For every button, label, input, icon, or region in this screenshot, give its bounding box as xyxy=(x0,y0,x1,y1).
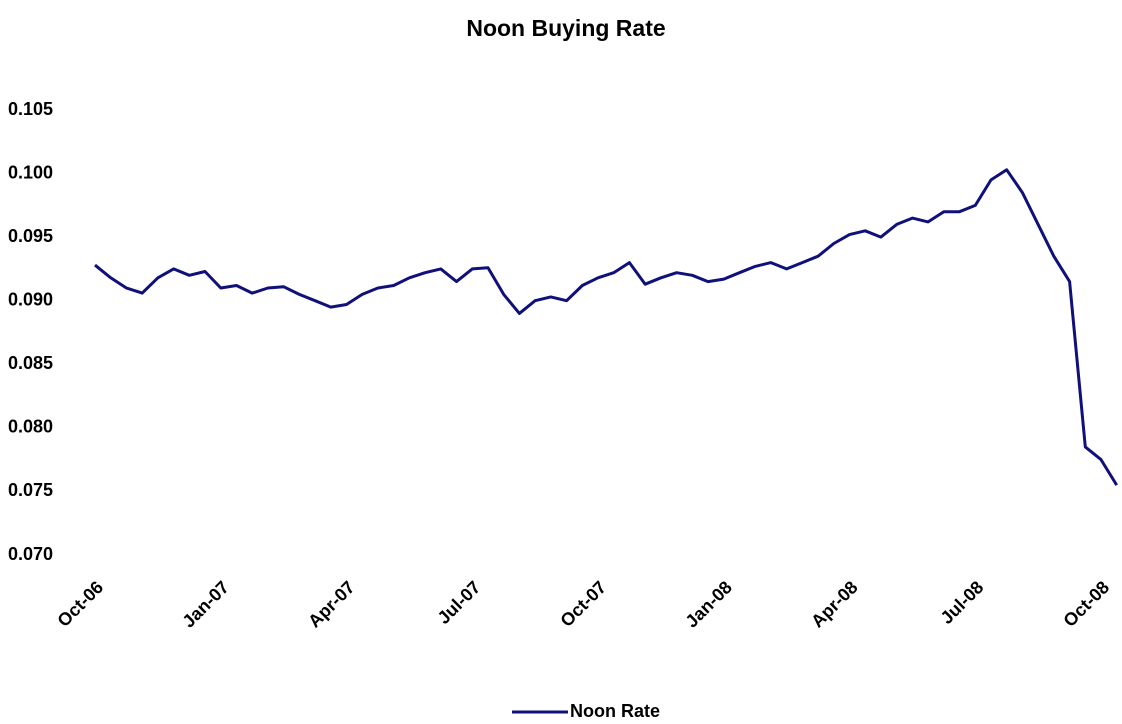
x-tick-label: Jan-07 xyxy=(178,577,232,631)
x-tick-label: Jan-08 xyxy=(681,577,735,631)
y-tick-label: 0.105 xyxy=(8,99,53,119)
x-tick-label: Jul-08 xyxy=(937,577,988,628)
chart-title: Noon Buying Rate xyxy=(466,15,665,41)
legend-label: Noon Rate xyxy=(570,701,660,721)
y-tick-label: 0.070 xyxy=(8,544,53,564)
y-tick-label: 0.080 xyxy=(8,417,53,437)
line-series xyxy=(94,168,1118,486)
x-tick-label: Oct-06 xyxy=(53,577,107,631)
x-tick-label: Oct-07 xyxy=(556,577,610,631)
x-tick-label: Apr-08 xyxy=(807,577,861,631)
x-tick-label: Oct-08 xyxy=(1059,577,1113,631)
y-tick-label: 0.090 xyxy=(8,289,53,309)
y-tick-label: 0.085 xyxy=(8,353,53,373)
x-tick-label: Jul-07 xyxy=(434,577,485,628)
y-tick-label: 0.075 xyxy=(8,480,53,500)
x-tick-label: Apr-07 xyxy=(304,577,358,631)
y-tick-label: 0.095 xyxy=(8,226,53,246)
y-tick-label: 0.100 xyxy=(8,162,53,182)
